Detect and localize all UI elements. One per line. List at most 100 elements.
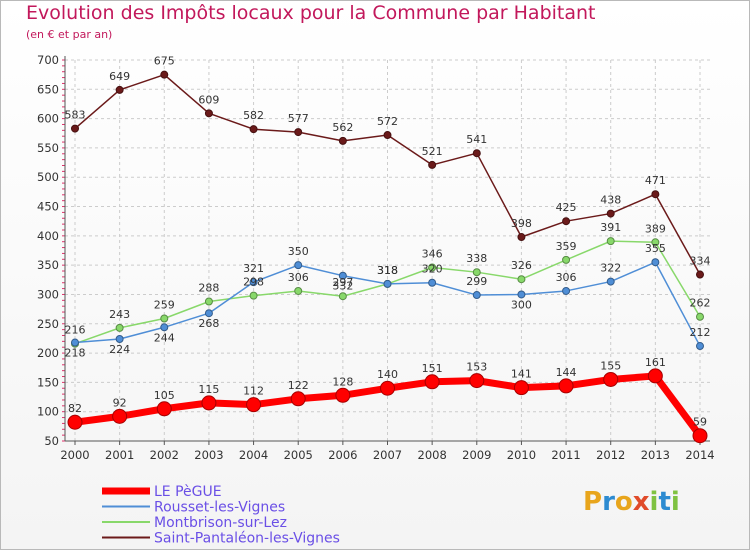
data-label: 649 (109, 70, 130, 83)
data-label: 224 (109, 343, 130, 356)
data-point (160, 314, 169, 323)
y-tick-label: 550 (37, 141, 59, 155)
data-label: 577 (288, 112, 309, 125)
data-point (517, 275, 526, 284)
x-tick-label: 2004 (239, 448, 268, 462)
y-tick-label: 200 (37, 346, 59, 360)
legend-label: Rousset-les-Vignes (154, 500, 285, 516)
axes: 50 100 150 200 250 300 350 400 450 500 550 600 650 70… (37, 53, 715, 462)
data-point (335, 387, 351, 403)
data-label: 306 (288, 271, 309, 284)
data-label: 115 (198, 383, 219, 396)
data-point (424, 374, 440, 390)
logo-letter: i (649, 487, 659, 517)
series-line-montbrison-sur-lez (74, 240, 701, 345)
data-label: 471 (645, 174, 666, 187)
data-label: 59 (693, 416, 707, 429)
x-tick-label: 2006 (328, 448, 357, 462)
data-point (651, 258, 660, 267)
data-point (115, 323, 124, 332)
data-label: 300 (511, 298, 532, 311)
y-tick-label: 300 (37, 287, 59, 301)
data-point (647, 368, 663, 384)
data-label: 398 (511, 217, 532, 230)
data-label: 259 (154, 298, 175, 311)
data-point (562, 255, 571, 264)
data-label: 332 (332, 280, 353, 293)
data-point (606, 209, 615, 218)
data-label: 521 (422, 145, 443, 158)
legend-label: Saint-Pantaléon-les-Vignes (154, 531, 340, 547)
data-point (651, 238, 660, 247)
data-label: 153 (466, 361, 487, 374)
data-label: 318 (377, 264, 398, 277)
data-point (696, 342, 704, 351)
data-label: 334 (690, 255, 711, 268)
data-point (294, 128, 303, 137)
data-point (338, 292, 347, 301)
x-tick-label: 2002 (150, 448, 179, 462)
data-label: 582 (243, 109, 264, 122)
data-point (204, 309, 213, 318)
data-label: 541 (466, 133, 487, 146)
data-point (160, 323, 169, 332)
data-point (249, 291, 258, 300)
y-tick-label: 500 (37, 170, 59, 184)
logo-letter: P (583, 487, 603, 517)
logo-letter: i (670, 487, 680, 517)
data-label: 306 (556, 271, 577, 284)
x-tick-label: 2005 (284, 448, 313, 462)
data-label: 572 (377, 115, 398, 128)
data-point (603, 371, 619, 387)
data-label: 359 (556, 240, 577, 253)
y-tick-label: 50 (44, 434, 59, 448)
data-point (651, 190, 660, 199)
legend-label: Montbrison-sur-Lez (154, 515, 287, 531)
data-label: 355 (645, 242, 666, 255)
legend: LE PèGUERousset-les-VignesMontbrison-sur… (102, 484, 340, 547)
data-point (246, 397, 262, 413)
data-point (338, 136, 347, 145)
data-label: 105 (154, 389, 175, 402)
data-point (517, 233, 526, 242)
x-tick-label: 2014 (685, 448, 714, 462)
data-label: 583 (65, 109, 86, 122)
data-label: 389 (645, 222, 666, 235)
data-point (606, 237, 615, 246)
data-point (294, 261, 303, 270)
data-label: 262 (690, 297, 711, 310)
data-point (606, 277, 615, 286)
y-tick-label: 650 (37, 82, 59, 96)
data-label: 212 (690, 326, 711, 339)
data-label: 609 (198, 93, 219, 106)
data-label: 155 (600, 359, 621, 372)
proxiti-logo: Proxiti (583, 487, 680, 517)
data-point (428, 160, 437, 169)
data-label: 346 (422, 247, 443, 260)
data-point (513, 380, 529, 396)
data-label: 218 (65, 347, 86, 360)
x-tick-label: 2008 (418, 448, 447, 462)
data-label: 92 (113, 396, 127, 409)
x-tick-label: 2012 (596, 448, 625, 462)
data-label: 82 (68, 402, 82, 415)
data-label: 288 (198, 281, 219, 294)
data-label: 391 (600, 221, 621, 234)
y-tick-label: 350 (37, 258, 59, 272)
data-point (383, 279, 392, 288)
data-label: 141 (511, 368, 532, 381)
x-tick-label: 2011 (551, 448, 580, 462)
y-tick-label: 150 (37, 375, 59, 389)
data-label: 216 (65, 324, 86, 337)
data-label: 244 (154, 331, 175, 344)
data-label: 562 (332, 121, 353, 134)
data-point (380, 380, 395, 396)
data-point (562, 217, 571, 226)
data-label: 297 (332, 276, 353, 289)
data-label: 151 (422, 362, 443, 375)
x-tick-label: 2010 (507, 448, 536, 462)
data-point (71, 338, 79, 347)
y-tick-label: 700 (37, 53, 59, 67)
data-label: 350 (288, 245, 309, 258)
